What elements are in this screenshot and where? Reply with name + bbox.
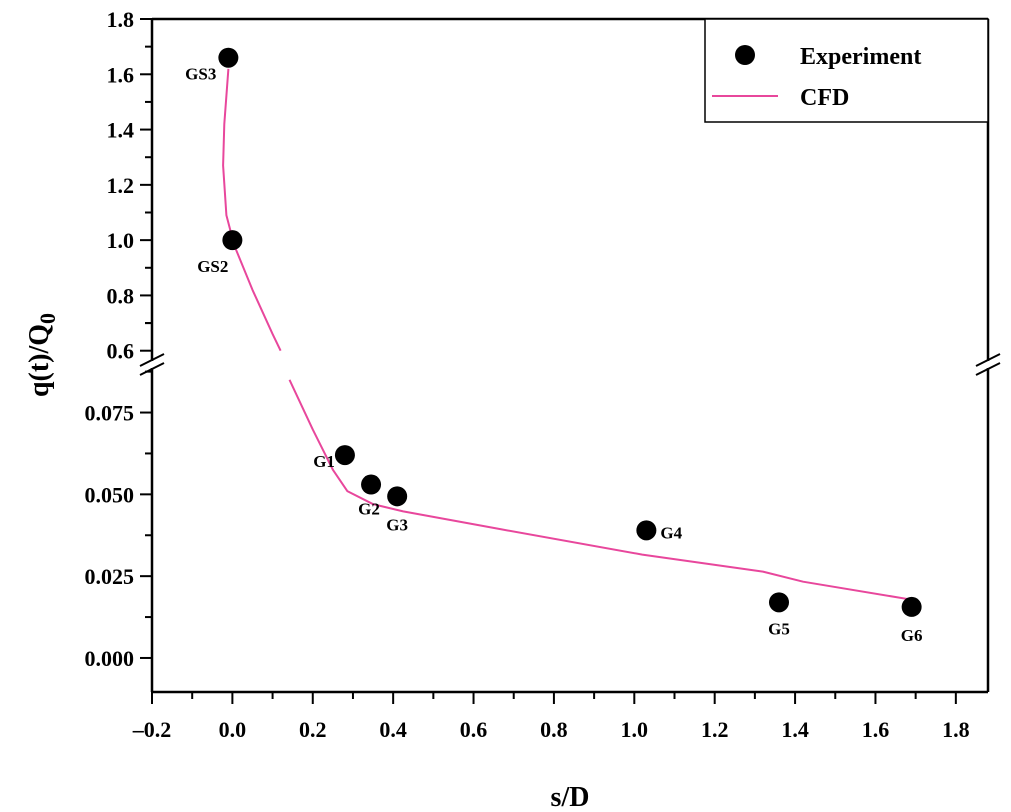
cfd-line-upper bbox=[222, 68, 282, 352]
axis-break-mark bbox=[975, 362, 1001, 376]
data-point-g4 bbox=[636, 520, 657, 541]
legend-marker-experiment bbox=[735, 45, 755, 65]
y-tick-label-upper: 1.2 bbox=[107, 173, 135, 198]
cfd-curve bbox=[222, 68, 912, 601]
legend-label-cfd: CFD bbox=[800, 85, 849, 111]
legend-label-experiment: Experiment bbox=[800, 44, 921, 70]
point-label-g4: G4 bbox=[660, 523, 682, 542]
x-axis-title: s/D bbox=[551, 782, 590, 812]
legend-box bbox=[704, 18, 989, 123]
y-tick-label-upper: 0.8 bbox=[107, 283, 135, 308]
y-tick-label-upper: 1.0 bbox=[107, 228, 135, 253]
experiment-points: GS3 GS2 G1 G2 G3 G4 G5 G6 bbox=[185, 47, 923, 645]
y-tick-label-upper: 1.4 bbox=[107, 118, 135, 143]
x-tick-label: 0.0 bbox=[219, 717, 247, 742]
y-tick-label-upper: 0.6 bbox=[107, 339, 135, 364]
x-tick-label: –0.2 bbox=[132, 717, 172, 742]
point-label-g5: G5 bbox=[768, 619, 790, 638]
cfd-line-lower bbox=[288, 379, 912, 601]
data-point-g6 bbox=[901, 596, 922, 617]
x-tick-label: 0.2 bbox=[299, 717, 327, 742]
y-tick-label-lower: 0.000 bbox=[85, 646, 135, 671]
x-tick-label: 1.4 bbox=[781, 717, 809, 742]
data-point-g1 bbox=[334, 445, 355, 466]
x-tick-label: 0.8 bbox=[540, 717, 568, 742]
point-label-g1: G1 bbox=[313, 452, 335, 471]
y-tick-label-upper: 1.6 bbox=[107, 62, 135, 87]
x-tick-label: 1.0 bbox=[621, 717, 649, 742]
axis-break-mark bbox=[139, 362, 165, 376]
data-point-g5 bbox=[769, 592, 789, 613]
data-point-gs2 bbox=[222, 230, 243, 251]
axis-break-mark bbox=[975, 353, 1001, 367]
x-tick-label: 1.2 bbox=[701, 717, 729, 742]
x-tick-label: 0.4 bbox=[379, 717, 407, 742]
y-axis-title-sub: 0 bbox=[35, 313, 60, 324]
data-point-g3 bbox=[387, 486, 408, 507]
point-label-gs3: GS3 bbox=[185, 65, 216, 84]
legend: Experiment CFD bbox=[704, 18, 989, 123]
y-tick-label-lower: 0.025 bbox=[85, 564, 135, 589]
axes: –0.2 0.0 0.2 0.4 0.6 0.8 1.0 1.2 1.4 1.6 1.8 0.6 0.8… bbox=[85, 7, 1001, 742]
axis-break-mark bbox=[139, 353, 165, 367]
data-point-gs3 bbox=[218, 47, 239, 68]
x-tick-label: 1.6 bbox=[862, 717, 890, 742]
y-tick-label-lower: 0.050 bbox=[85, 482, 135, 507]
y-axis-title: q(t)/Q0 bbox=[24, 313, 60, 397]
data-point-g2 bbox=[361, 474, 382, 495]
point-label-g3: G3 bbox=[386, 515, 408, 534]
y-tick-label-upper: 1.8 bbox=[107, 7, 135, 32]
point-label-g2: G2 bbox=[358, 500, 380, 519]
x-tick-label: 1.8 bbox=[942, 717, 970, 742]
point-label-g6: G6 bbox=[901, 626, 923, 645]
x-tick-label: 0.6 bbox=[460, 717, 488, 742]
y-tick-label-lower: 0.075 bbox=[85, 401, 135, 426]
point-label-gs2: GS2 bbox=[197, 257, 228, 276]
y-axis-title-main: q(t)/Q bbox=[24, 324, 55, 397]
